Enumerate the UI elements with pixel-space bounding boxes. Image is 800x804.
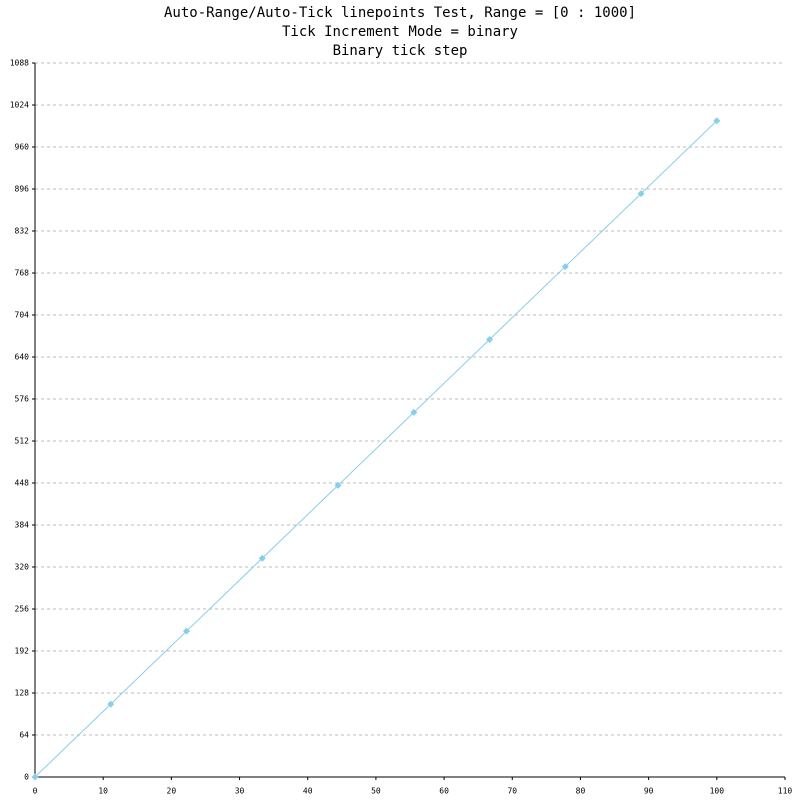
line	[34, 120, 718, 778]
point	[258, 554, 266, 562]
x-tick-label: 40	[303, 787, 313, 796]
y-tick-label: 1088	[10, 59, 29, 68]
y-tick-label: 320	[15, 563, 30, 572]
y-tick-label: 960	[15, 143, 30, 152]
y-tick-label: 384	[15, 521, 30, 530]
chart-title: Auto-Range/Auto-Tick linepoints Test, Ra…	[164, 5, 636, 21]
y-tick-label: 512	[15, 437, 30, 446]
point	[31, 773, 39, 781]
x-tick-label: 60	[439, 787, 449, 796]
y-tick-label: 256	[15, 605, 30, 614]
x-tick-label: 0	[33, 787, 38, 796]
point	[561, 263, 569, 271]
x-tick-label: 20	[167, 787, 177, 796]
x-tick-label: 70	[507, 787, 517, 796]
point	[107, 700, 115, 708]
x-tick-label: 110	[778, 787, 793, 796]
x-tick-label: 90	[644, 787, 654, 796]
y-tick-label: 640	[15, 353, 30, 362]
chart-subtitle: Binary tick step	[333, 43, 468, 59]
x-tick-label: 10	[98, 787, 108, 796]
point	[486, 335, 494, 343]
y-tick-label: 448	[15, 479, 30, 488]
point	[713, 117, 721, 125]
point	[334, 481, 342, 489]
x-tick-label: 30	[235, 787, 245, 796]
y-tick-label: 704	[15, 311, 30, 320]
y-tick-label: 576	[15, 395, 30, 404]
point	[637, 190, 645, 198]
y-tick-label: 128	[15, 689, 30, 698]
y-tick-label: 1024	[10, 101, 29, 110]
x-tick-label: 80	[576, 787, 586, 796]
x-tick-label: 100	[710, 787, 725, 796]
x-tick-label: 50	[371, 787, 381, 796]
y-tick-label: 896	[15, 185, 30, 194]
y-tick-label: 192	[15, 647, 30, 656]
chart-subtitle: Tick Increment Mode = binary	[282, 24, 518, 40]
point	[183, 627, 190, 635]
y-tick-label: 64	[19, 731, 29, 740]
y-tick-label: 832	[15, 227, 30, 236]
point	[410, 408, 418, 416]
y-tick-label: 0	[24, 773, 29, 782]
y-tick-label: 768	[15, 269, 30, 278]
